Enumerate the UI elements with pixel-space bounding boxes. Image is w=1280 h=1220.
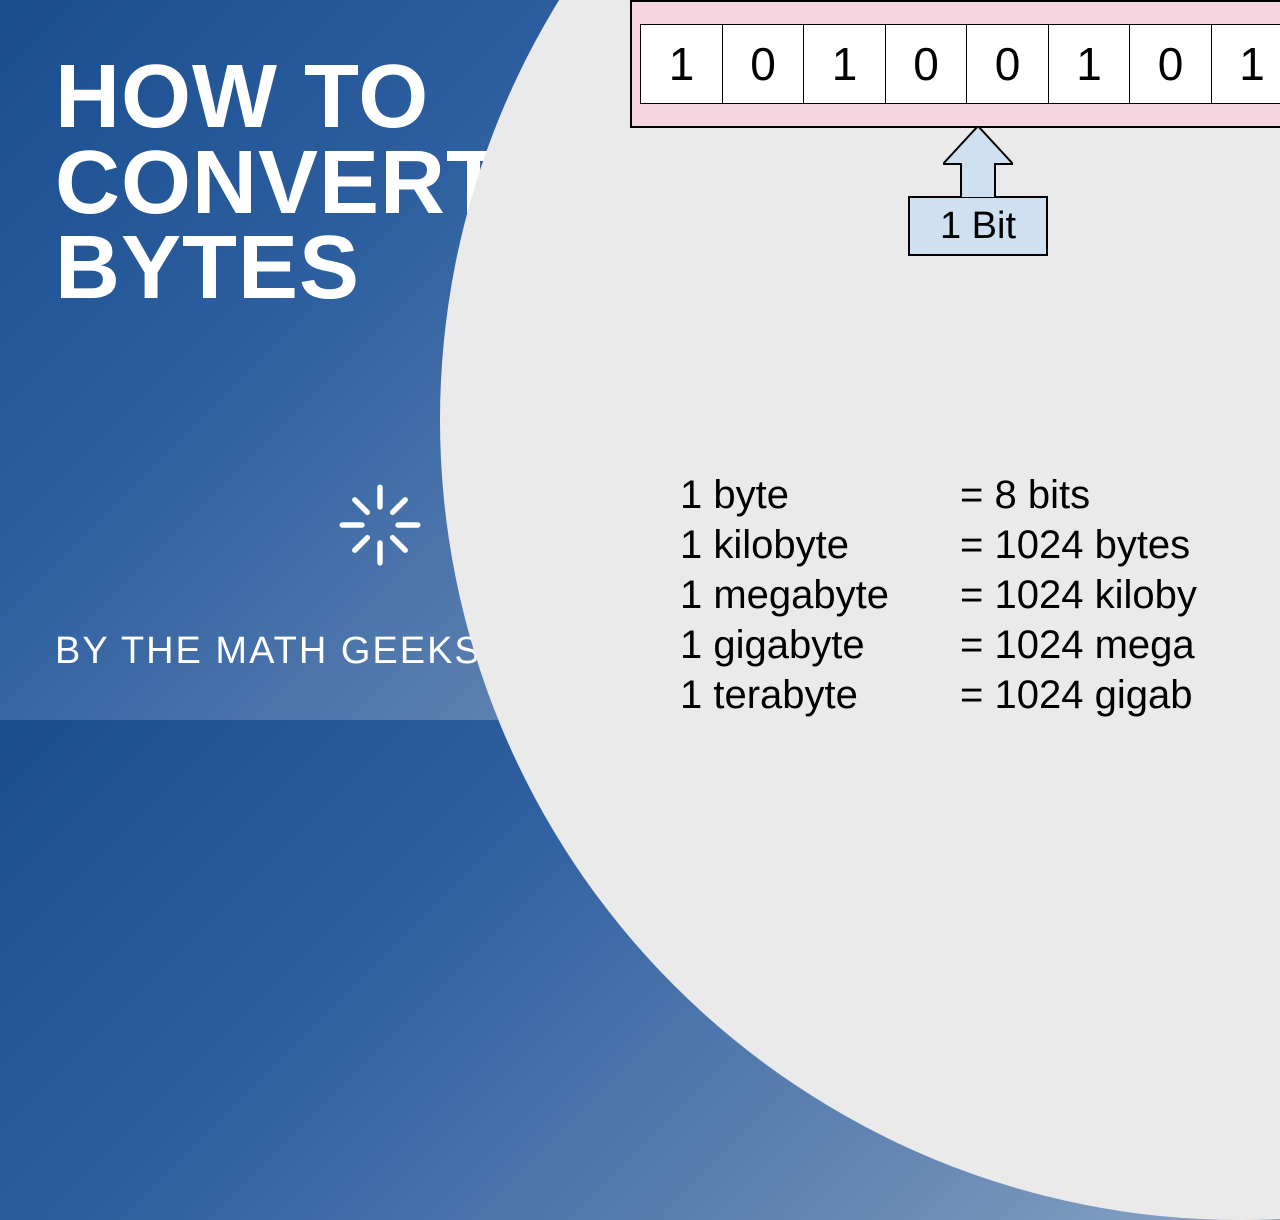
bit-cell: 0	[1129, 24, 1212, 104]
main-title: HOW TO CONVERT BYTES	[55, 55, 502, 312]
conversion-unit: 1 terabyte	[680, 670, 960, 720]
bit-cell: 1	[803, 24, 886, 104]
sparkle-icon	[335, 480, 425, 570]
conversion-unit: 1 kilobyte	[680, 520, 960, 570]
bit-cell: 0	[885, 24, 968, 104]
title-line-3: BYTES	[55, 226, 502, 312]
title-line-2: CONVERT	[55, 141, 502, 227]
title-line-1: HOW TO	[55, 55, 502, 141]
conversion-table: 1 byte = 8 bits 1 kilobyte = 1024 bytes …	[680, 470, 1197, 720]
subtitle: BY THE MATH GEEKS	[55, 630, 482, 673]
bit-cell: 0	[722, 24, 805, 104]
bit-cell: 1	[1211, 24, 1280, 104]
conversion-row: 1 gigabyte = 1024 mega	[680, 620, 1197, 670]
bit-pointer: 1 Bit	[908, 126, 1048, 256]
conversion-row: 1 byte = 8 bits	[680, 470, 1197, 520]
conversion-unit: 1 gigabyte	[680, 620, 960, 670]
conversion-unit: 1 byte	[680, 470, 960, 520]
bit-cell: 1	[640, 24, 723, 104]
conversion-value: = 1024 gigab	[960, 670, 1192, 720]
diagram-panel: 1 0 1 0 0 1 0 1 1 Bit 1 byte = 8 bits 1 …	[440, 0, 1280, 1220]
byte-diagram: 1 0 1 0 0 1 0 1 1 Bit	[630, 0, 1280, 128]
bit-cell: 0	[966, 24, 1049, 104]
conversion-row: 1 kilobyte = 1024 bytes	[680, 520, 1197, 570]
bit-arrow-icon	[943, 126, 1013, 198]
conversion-row: 1 terabyte = 1024 gigab	[680, 670, 1197, 720]
conversion-unit: 1 megabyte	[680, 570, 960, 620]
conversion-value: = 1024 kiloby	[960, 570, 1197, 620]
conversion-value: = 1024 mega	[960, 620, 1195, 670]
conversion-value: = 8 bits	[960, 470, 1090, 520]
bit-cell: 1	[1048, 24, 1131, 104]
conversion-value: = 1024 bytes	[960, 520, 1190, 570]
conversion-row: 1 megabyte = 1024 kiloby	[680, 570, 1197, 620]
bit-label: 1 Bit	[908, 196, 1048, 256]
byte-box: 1 0 1 0 0 1 0 1	[630, 0, 1280, 128]
